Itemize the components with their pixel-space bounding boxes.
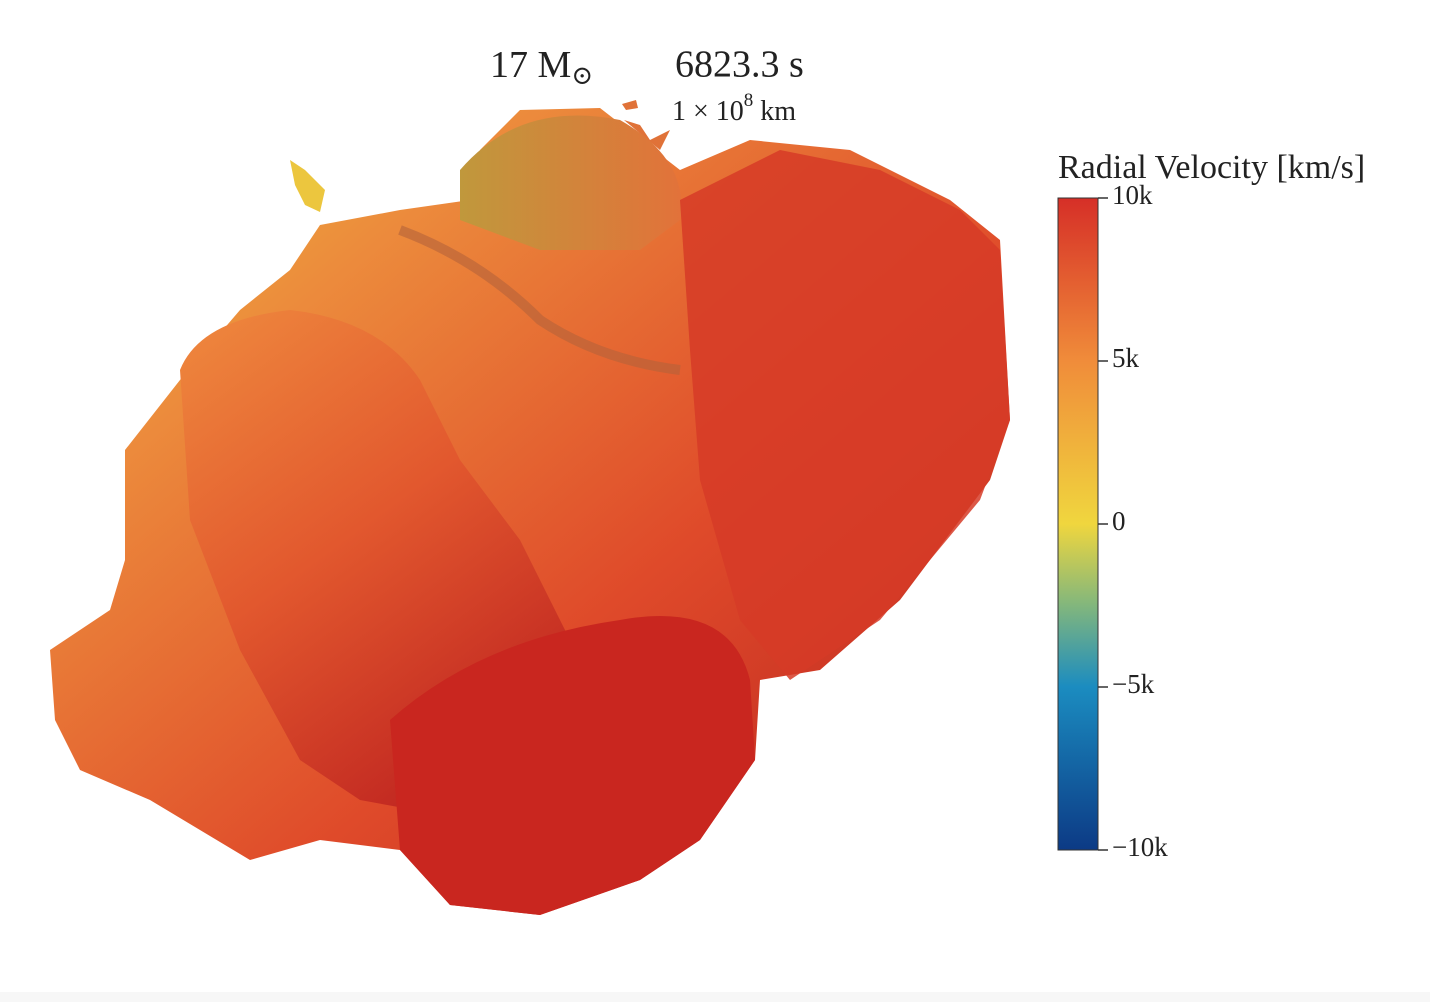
scale-label: 1 × 108 km: [672, 90, 796, 127]
ridge: [398, 225, 681, 375]
annotations: 17 M⊙ 6823.3 s 1 × 108 km: [490, 44, 804, 128]
colorbar: Radial Velocity [km/s] 10k 5k 0 −5k −10k: [1057, 149, 1365, 862]
fragment: [622, 100, 670, 150]
mass-subscript: ⊙: [571, 61, 593, 90]
lobe: [680, 150, 1010, 680]
scale-unit: km: [753, 96, 796, 127]
colorbar-gradient: [1057, 197, 1099, 851]
lobe: [460, 115, 682, 250]
tick-label: 10k: [1112, 180, 1153, 210]
mass-text: 17 M: [490, 44, 571, 86]
tick-label: −5k: [1112, 669, 1155, 699]
lobe: [390, 616, 755, 915]
mass-label: 17 M⊙: [490, 44, 593, 90]
tick-label: 5k: [1112, 343, 1140, 373]
scale-exponent: 8: [744, 90, 754, 111]
bottom-strip: [0, 992, 1430, 1002]
tick-label: 0: [1112, 506, 1126, 536]
fragment: [290, 160, 325, 212]
scale-text: 1 × 10: [672, 96, 744, 127]
colorbar-title: Radial Velocity [km/s]: [1058, 149, 1365, 186]
tick-label: −10k: [1112, 832, 1168, 862]
time-label: 6823.3 s: [675, 44, 804, 86]
isosurface: [50, 100, 1010, 915]
